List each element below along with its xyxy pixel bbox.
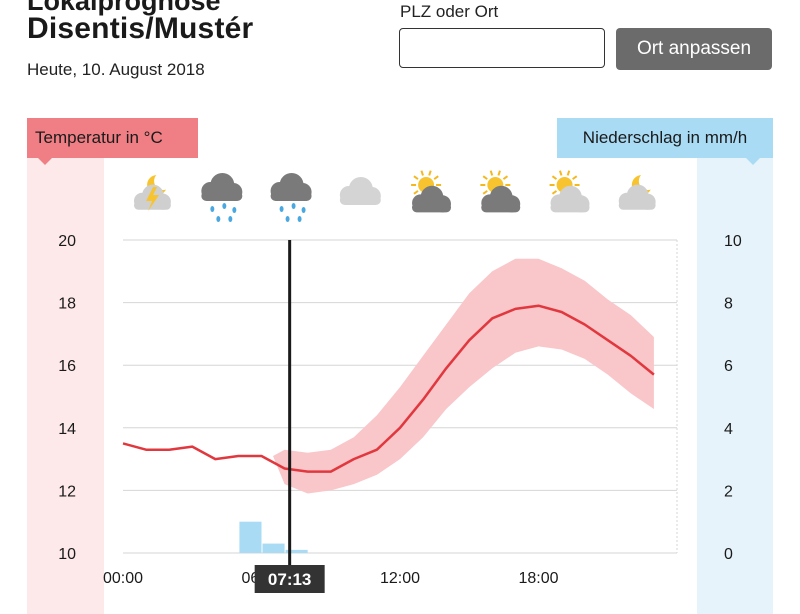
cloud-part [270, 191, 312, 201]
rain-cloud-icon [270, 173, 312, 222]
rain-drop [297, 216, 302, 222]
sun-ray [551, 190, 558, 195]
sun-ray [413, 175, 419, 180]
date-label: Heute, 10. August 2018 [27, 60, 205, 79]
y-left-tick-label: 12 [58, 483, 76, 500]
cloud-part [133, 200, 171, 210]
cloud-icon [339, 177, 381, 205]
y-right-tick-label: 0 [724, 546, 733, 563]
sun-ray [428, 170, 432, 176]
ort-anpassen-button[interactable]: Ort anpassen [616, 28, 772, 70]
current-time-label: 07:13 [268, 570, 311, 589]
rain-drop [222, 203, 227, 209]
rain-cloud-icon [201, 173, 243, 222]
lightning-bolt [146, 187, 160, 211]
y-right-tick-label: 2 [724, 483, 733, 500]
sun-ray [420, 170, 424, 176]
rain-drop [210, 206, 215, 212]
moon-shadow [154, 172, 173, 190]
moon-shadow [638, 172, 657, 190]
cloud-part [550, 202, 590, 213]
cloud-part [412, 202, 451, 213]
rain-drop [279, 206, 284, 212]
plz-input[interactable] [399, 28, 605, 68]
sun-ray [551, 175, 558, 180]
current-time-badge-box [254, 565, 325, 593]
precipitation-axis-band [697, 118, 773, 614]
x-tick-label: 12:00 [380, 570, 420, 587]
x-tick-label: 18:00 [518, 570, 558, 587]
cloud-part [339, 195, 381, 205]
precipitation-label-pointer [746, 158, 760, 165]
temperature-line [122, 304, 655, 473]
y-right-tick-label: 10 [724, 233, 742, 250]
night-thunder-icon [133, 172, 173, 211]
page-heading-cut: Lokalprognose [27, 0, 221, 16]
y-right-tick-label: 8 [724, 296, 733, 313]
sun-ray [497, 170, 501, 176]
cloud-part [201, 191, 243, 201]
x-tick-label: 00:00 [103, 570, 143, 587]
rain-drop [228, 216, 233, 222]
precipitation-axis-label: Niederschlag in mm/h [557, 118, 773, 158]
precipitation-bar [262, 543, 285, 553]
sun-cloud-icon [411, 170, 451, 213]
rain-drop [232, 207, 237, 213]
sun-light-cloud-icon [549, 170, 590, 213]
temperature-label-pointer [38, 158, 52, 165]
rain-drop [291, 203, 296, 209]
y-left-tick-label: 10 [58, 546, 76, 563]
sun-ray [566, 170, 571, 176]
y-right-tick-label: 6 [724, 358, 733, 375]
sun-cloud-icon [480, 170, 521, 213]
temperature-axis-label: Temperatur in °C [27, 118, 198, 158]
sun-ray [502, 175, 509, 180]
y-left-tick-label: 16 [58, 358, 76, 375]
precipitation-bar [285, 549, 308, 553]
plz-label: PLZ oder Ort [400, 2, 499, 21]
y-left-tick-label: 18 [58, 296, 76, 313]
rain-drop [216, 216, 221, 222]
sun-ray [572, 175, 578, 180]
sun-ray [558, 170, 563, 176]
moon-cloud-icon [618, 172, 657, 210]
cloud-part [481, 202, 521, 213]
temperature-range-band [273, 258, 654, 494]
rain-drop [285, 216, 290, 222]
cloud-part [618, 200, 656, 210]
y-right-tick-label: 4 [724, 421, 733, 438]
precipitation-bar [239, 521, 262, 553]
current-time-badge: 07:13 [254, 565, 325, 593]
y-left-tick-label: 20 [58, 233, 76, 250]
temperature-axis-band [27, 118, 104, 614]
sun-ray [413, 190, 419, 195]
location-title: Disentis/Mustér [27, 12, 254, 45]
y-left-tick-label: 14 [58, 421, 76, 438]
sun-ray [489, 170, 494, 176]
rain-drop [301, 207, 306, 213]
sun-ray [482, 175, 488, 180]
sun-ray [433, 175, 439, 180]
sun-ray [482, 190, 488, 195]
